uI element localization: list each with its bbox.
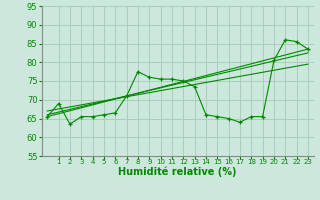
X-axis label: Humidité relative (%): Humidité relative (%) [118, 167, 237, 177]
